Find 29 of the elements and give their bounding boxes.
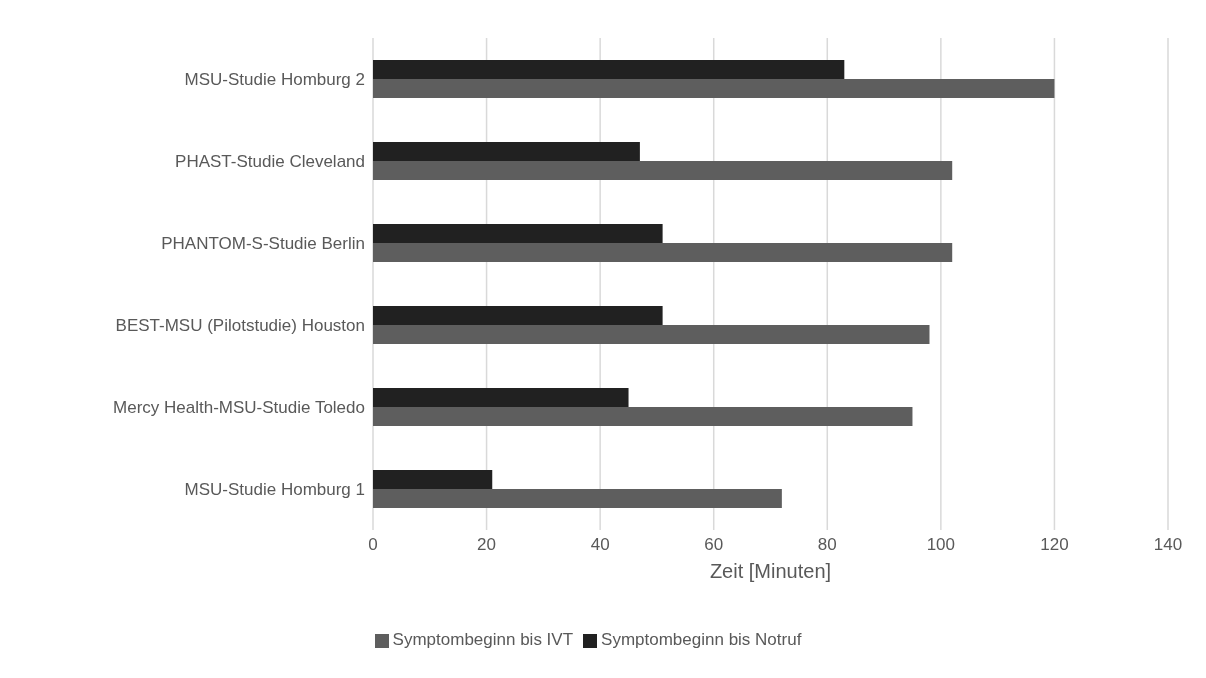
x-tick-label: 120 (1040, 535, 1069, 555)
bar (373, 79, 1055, 98)
bar (373, 470, 493, 489)
bar (373, 161, 953, 180)
x-tick-label: 80 (817, 535, 837, 555)
x-tick-label: 20 (477, 535, 497, 555)
x-tick-label: 100 (926, 535, 956, 555)
bar (373, 407, 913, 426)
bar (373, 489, 782, 508)
x-tick-label: 0 (368, 535, 378, 555)
y-tick-label: Mercy Health-MSU-Studie Toledo (113, 398, 365, 418)
y-tick-label: PHANTOM-S-Studie Berlin (161, 234, 365, 254)
x-tick-label: 140 (1153, 535, 1183, 555)
bar (373, 224, 663, 243)
y-tick-label: MSU-Studie Homburg 1 (184, 480, 365, 500)
bar (373, 243, 953, 262)
legend-label: Symptombeginn bis Notruf (601, 630, 802, 649)
x-axis-title: Zeit [Minuten] (709, 560, 832, 582)
bar (373, 60, 845, 79)
y-tick-label: MSU-Studie Homburg 2 (184, 70, 365, 90)
x-tick-label: 40 (590, 535, 610, 555)
x-tick-label: 60 (704, 535, 724, 555)
bar (373, 388, 629, 407)
bar (373, 142, 640, 161)
bar (373, 306, 663, 325)
bar (373, 325, 930, 344)
legend-label: Symptombeginn bis IVT (392, 630, 574, 649)
y-tick-label: PHAST-Studie Cleveland (175, 152, 365, 172)
y-tick-label: BEST-MSU (Pilotstudie) Houston (115, 316, 365, 336)
